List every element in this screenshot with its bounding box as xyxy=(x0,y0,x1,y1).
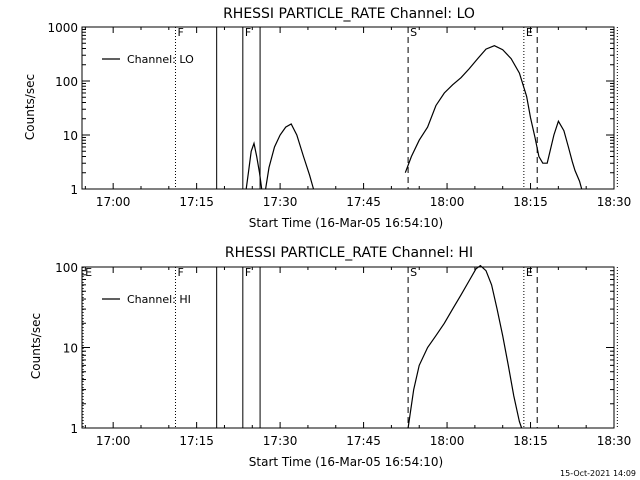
x-axis-label: Start Time (16-Mar-05 16:54:10) xyxy=(249,216,443,230)
x-tick-label: 17:00 xyxy=(96,195,131,209)
y-tick-label: 10 xyxy=(63,342,78,356)
event-marker-label: F xyxy=(245,26,251,39)
y-tick-label: 100 xyxy=(55,75,78,89)
plot-area: 17:00 17:15 17:30 17:45 18:00 18:15 18:30 1 10 10… xyxy=(47,21,631,209)
y-tick-label: 10 xyxy=(63,129,78,143)
plot-frame xyxy=(81,266,615,429)
x-tick-label: 17:00 xyxy=(96,434,131,448)
series-line xyxy=(245,141,263,190)
event-marker-label: S xyxy=(410,266,417,279)
chart-title: RHESSI PARTICLE_RATE Channel: HI xyxy=(225,245,473,261)
chart-panel-hi: RHESSI PARTICLE_RATE Channel: HI Start T… xyxy=(29,245,631,469)
y-axis-label: Counts/sec xyxy=(23,74,37,140)
x-axis-label: Start Time (16-Mar-05 16:54:10) xyxy=(249,455,443,469)
y-tick-label: 1 xyxy=(70,183,78,197)
y-tick-label: 1000 xyxy=(47,21,78,35)
x-tick-label: 18:15 xyxy=(513,434,548,448)
series-line xyxy=(265,123,315,190)
footer-timestamp: 15-Oct-2021 14:09 xyxy=(560,469,636,478)
x-tick-label: 17:45 xyxy=(346,195,381,209)
x-tick-label: 18:00 xyxy=(430,195,465,209)
x-tick-label: 18:00 xyxy=(430,434,465,448)
event-marker-label: F xyxy=(245,266,251,279)
series-line xyxy=(407,264,523,429)
event-marker-label: F xyxy=(177,26,183,39)
x-tick-label: 17:45 xyxy=(346,434,381,448)
x-tick-label: 17:30 xyxy=(263,195,298,209)
series-line xyxy=(404,45,583,190)
legend-label: Channel: LO xyxy=(127,53,194,66)
event-marker-label: E xyxy=(85,266,92,279)
chart-panel-lo: RHESSI PARTICLE_RATE Channel: LO Start T… xyxy=(23,6,631,230)
y-axis-label: Counts/sec xyxy=(29,313,43,379)
x-tick-label: 17:30 xyxy=(263,434,298,448)
chart-title: RHESSI PARTICLE_RATE Channel: LO xyxy=(223,6,475,22)
event-marker-label: E xyxy=(526,26,533,39)
legend-label: Channel: HI xyxy=(127,293,191,306)
event-marker-label: S xyxy=(410,26,417,39)
x-tick-label: 18:15 xyxy=(513,195,548,209)
plot-frame xyxy=(81,26,615,190)
y-tick-label: 1 xyxy=(70,422,78,436)
event-marker-label: E xyxy=(526,266,533,279)
event-marker-label: F xyxy=(177,266,183,279)
y-tick-label: 100 xyxy=(55,261,78,275)
x-tick-label: 17:15 xyxy=(179,195,214,209)
x-tick-label: 18:30 xyxy=(597,195,632,209)
x-tick-label: 18:30 xyxy=(597,434,632,448)
x-tick-label: 17:15 xyxy=(179,434,214,448)
plot-area: 17:00 17:15 17:30 17:45 18:00 18:15 18:30 1 10 10… xyxy=(55,261,631,448)
